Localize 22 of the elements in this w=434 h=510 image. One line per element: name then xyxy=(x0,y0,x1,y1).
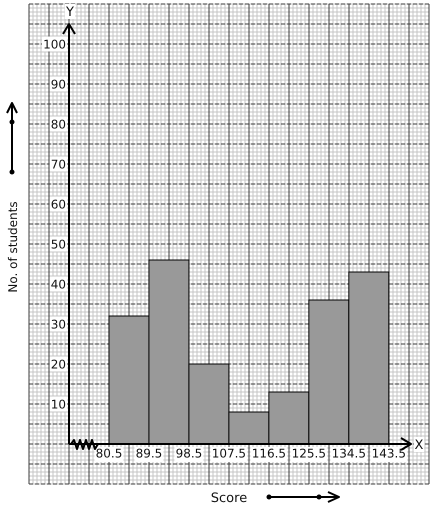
x-axis-title: Score xyxy=(210,491,248,506)
x-tick-label: 125.5 xyxy=(292,446,326,460)
y-tick-label: 10 xyxy=(50,397,66,412)
y-tick-label: 80 xyxy=(50,117,66,132)
y-tick-label: 40 xyxy=(50,277,66,292)
x-tick-label: 134.5 xyxy=(332,446,366,460)
x-tick-label: 116.5 xyxy=(252,446,286,460)
text: X xyxy=(414,438,424,453)
y-tick-label: 100 xyxy=(43,37,66,52)
y-tick-label: 30 xyxy=(50,317,66,332)
y-tick-label: 90 xyxy=(50,77,66,92)
x-tick-label: 89.5 xyxy=(136,446,162,460)
x-tick-label: 107.5 xyxy=(212,446,246,460)
x-tick-label: 80.5 xyxy=(96,446,122,460)
y-axis-title: No. of students xyxy=(6,201,20,293)
x-tick-label: 98.5 xyxy=(176,446,202,460)
x-tick-label: 143.5 xyxy=(372,446,406,460)
y-tick-label: 60 xyxy=(50,197,66,212)
y-tick-label: 70 xyxy=(50,157,66,172)
y-tick-label: 20 xyxy=(50,357,66,372)
y-tick-label: 50 xyxy=(50,237,66,252)
text: Y xyxy=(65,5,74,20)
